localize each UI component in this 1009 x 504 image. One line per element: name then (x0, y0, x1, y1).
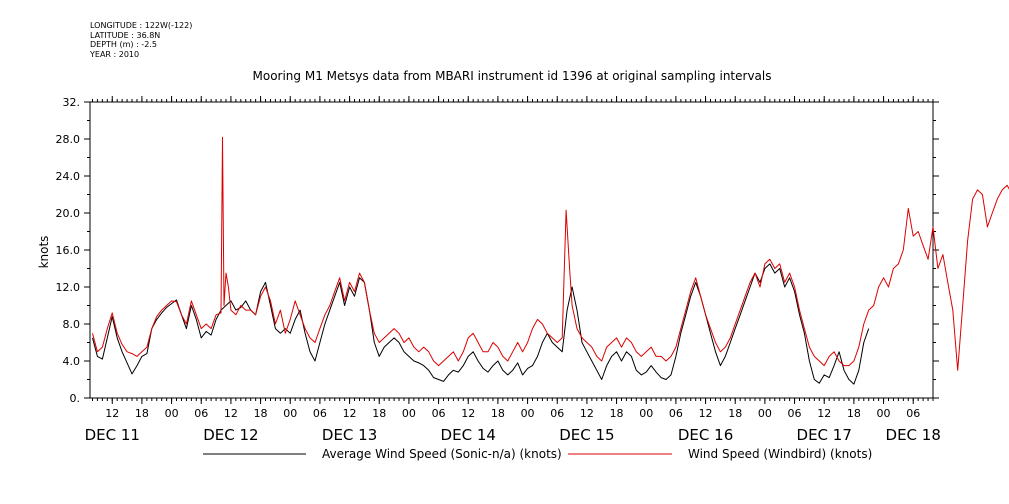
y-tick-label: 16.0 (56, 244, 81, 257)
x-tick-label: 18 (847, 407, 861, 420)
year-label: YEAR : 2010 (90, 49, 140, 59)
x-day-label: DEC 18 (886, 426, 941, 444)
y-tick-label: 0. (70, 392, 81, 405)
x-tick-label: 00 (165, 407, 179, 420)
x-tick-label: 06 (194, 407, 208, 420)
x-tick-label: 12 (580, 407, 594, 420)
x-tick-label: 12 (817, 407, 831, 420)
x-tick-label: 00 (758, 407, 772, 420)
x-tick-label: 00 (521, 407, 535, 420)
x-tick-label: 18 (491, 407, 505, 420)
x-day-label: DEC 16 (678, 426, 733, 444)
x-tick-label: 00 (877, 407, 891, 420)
x-day-label: DEC 17 (797, 426, 852, 444)
x-tick-label: 06 (313, 407, 327, 420)
x-day-label: DEC 13 (322, 426, 377, 444)
x-tick-label: 18 (135, 407, 149, 420)
x-tick-label: 00 (639, 407, 653, 420)
depth-label: DEPTH (m) : -2.5 (90, 40, 157, 49)
series-line-average-wind-speed (92, 263, 870, 385)
x-tick-label: 06 (788, 407, 802, 420)
x-day-label: DEC 11 (85, 426, 140, 444)
x-tick-label: 00 (283, 407, 297, 420)
y-tick-label: 8.0 (63, 318, 81, 331)
y-tick-label: 4.0 (63, 355, 81, 368)
y-axis-label: knots (37, 236, 51, 269)
x-tick-label: 06 (432, 407, 446, 420)
x-tick-label: 00 (402, 407, 416, 420)
x-tick-label: 18 (254, 407, 268, 420)
longitude-label: LONGITUDE : 122W(-122) (90, 21, 193, 30)
x-tick-label: 12 (224, 407, 238, 420)
x-tick-label: 06 (550, 407, 564, 420)
y-tick-label: 12.0 (56, 281, 81, 294)
metadata-block: LONGITUDE : 122W(-122) LATITUDE : 36.8N … (90, 21, 192, 59)
plot-frame: 0. 4.0 8.0 12.0 16.0 20.0 24.0 28.0 32. 12 18 00 06 1… (56, 96, 941, 444)
legend: Average Wind Speed (Sonic-n/a) (knots) W… (203, 447, 872, 461)
legend-label-windbird: Wind Speed (Windbird) (knots) (688, 447, 872, 461)
x-day-label: DEC 15 (559, 426, 614, 444)
x-tick-label: 18 (372, 407, 386, 420)
legend-label-average: Average Wind Speed (Sonic-n/a) (knots) (322, 447, 562, 461)
x-day-label: DEC 12 (203, 426, 258, 444)
series-layer (92, 136, 1009, 385)
x-tick-label: 06 (669, 407, 683, 420)
x-tick-label: 12 (343, 407, 357, 420)
y-tick-label: 24.0 (56, 170, 81, 183)
x-tick-label: 18 (610, 407, 624, 420)
series-line-windbird-wind-speed (92, 136, 1009, 371)
latitude-label: LATITUDE : 36.8N (90, 30, 161, 40)
y-tick-label: 32. (63, 96, 81, 109)
y-tick-label: 20.0 (56, 207, 81, 220)
chart-title: Mooring M1 Metsys data from MBARI instru… (253, 69, 772, 83)
x-tick-label: 12 (105, 407, 119, 420)
x-tick-label: 12 (699, 407, 713, 420)
x-tick-label: 06 (906, 407, 920, 420)
x-day-label: DEC 14 (441, 426, 496, 444)
y-tick-label: 28.0 (56, 133, 81, 146)
x-tick-label: 18 (728, 407, 742, 420)
x-tick-label: 12 (461, 407, 475, 420)
